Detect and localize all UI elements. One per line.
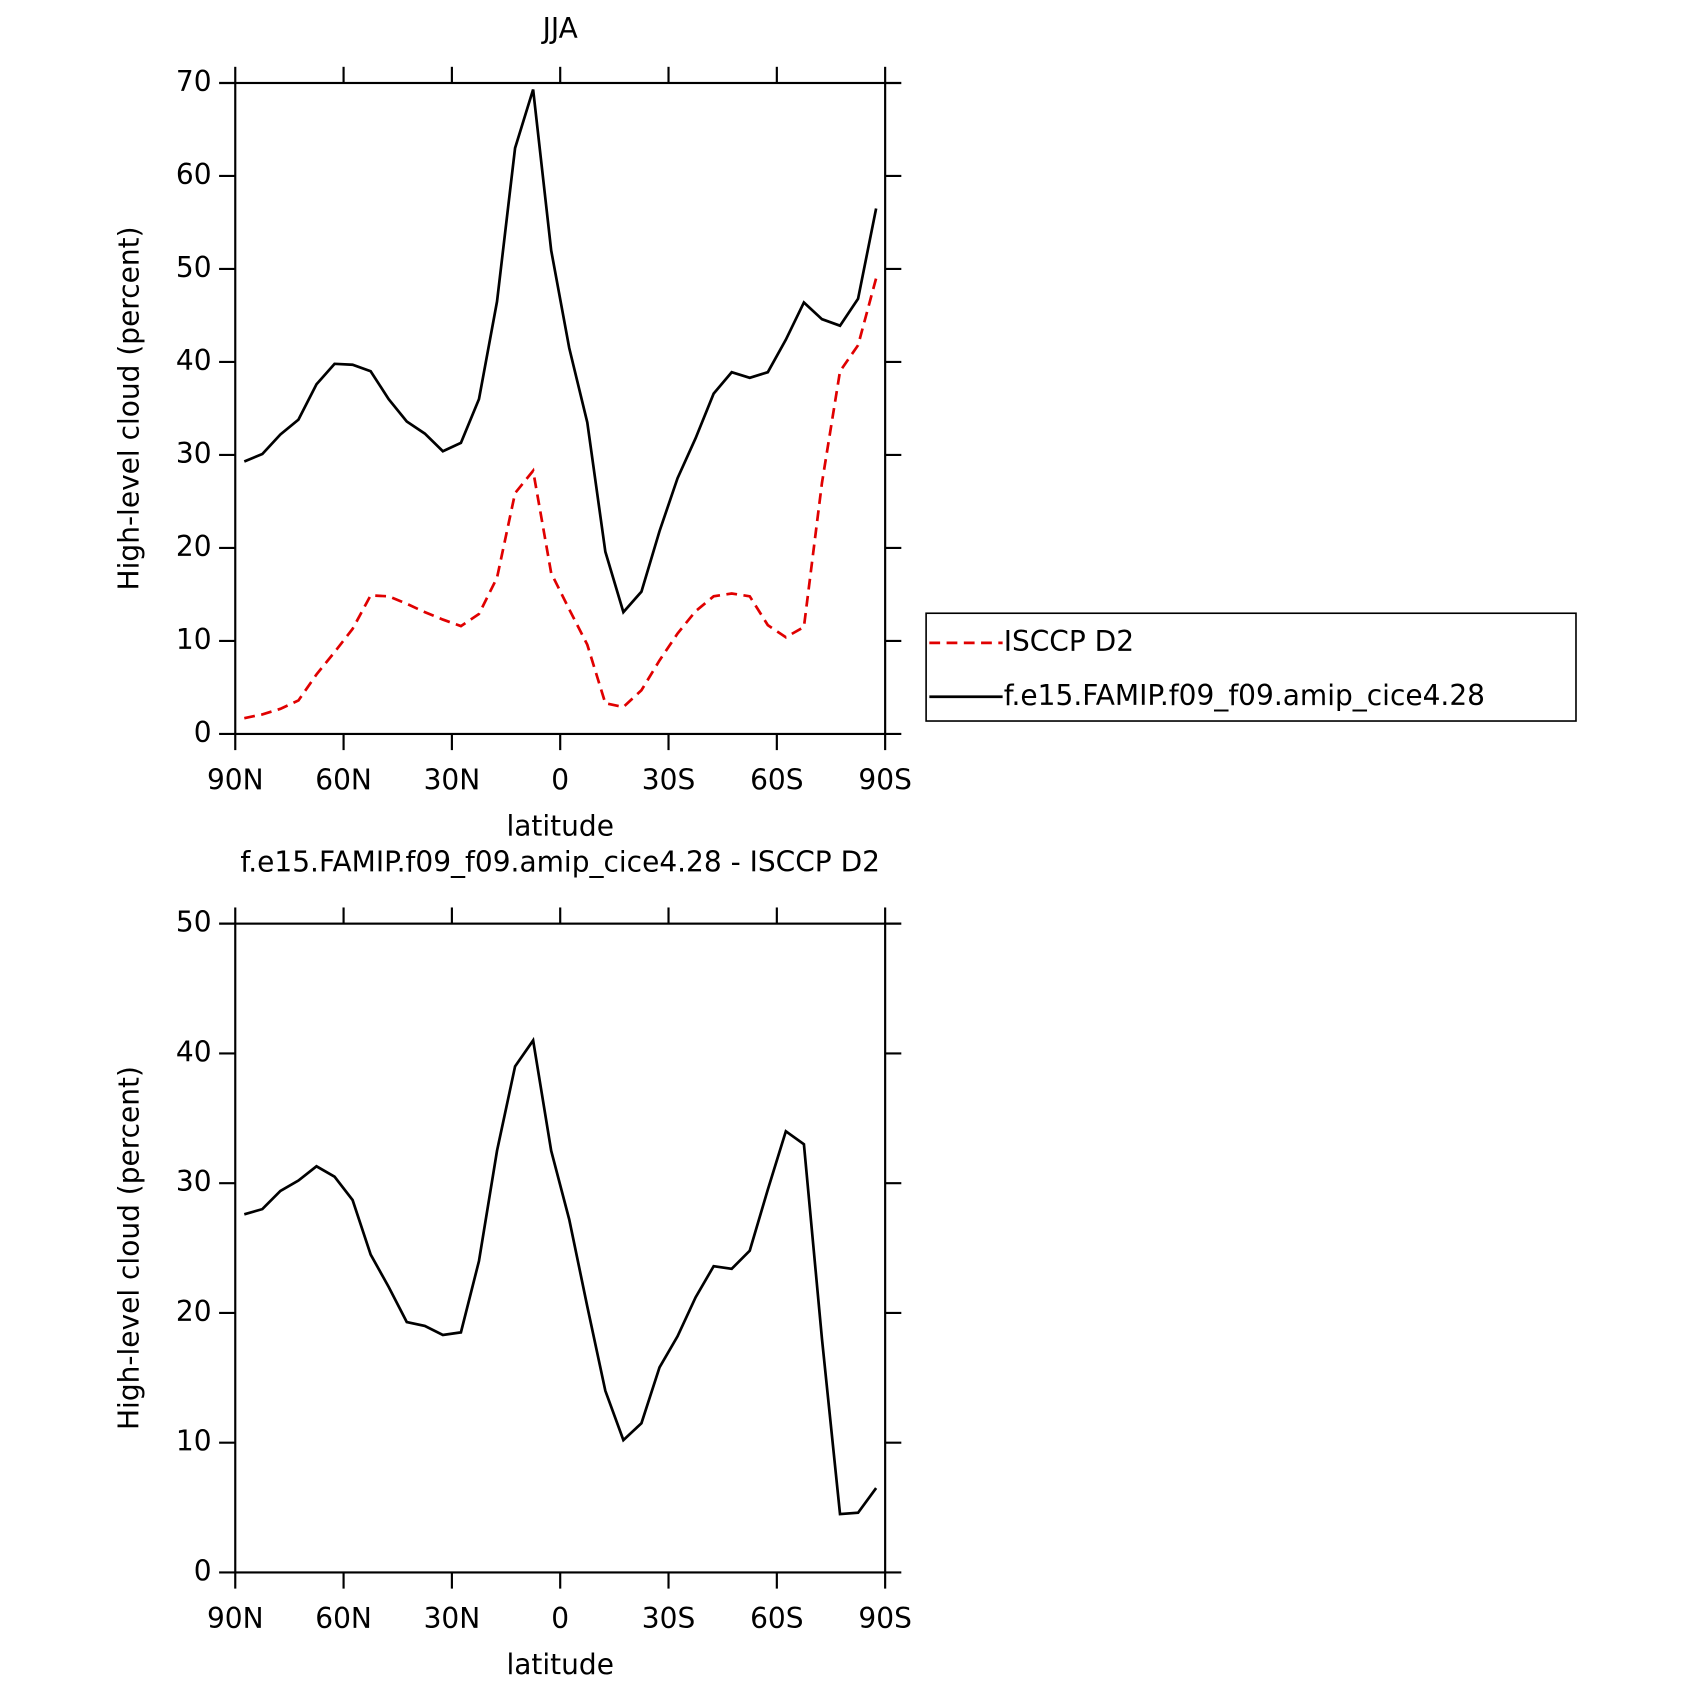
data-line	[244, 277, 878, 720]
x-tick-label: 30N	[424, 763, 481, 796]
legend-label: ISCCP D2	[1004, 625, 1134, 658]
x-tick-label: 30S	[642, 763, 695, 796]
legend-box	[925, 612, 1577, 722]
y-tick-label: 40	[176, 1035, 212, 1068]
y-tick-label: 50	[176, 251, 212, 284]
y-axis-label: High-level cloud (percent)	[113, 226, 146, 590]
x-tick-label: 60S	[750, 1602, 803, 1635]
x-axis-label: latitude	[506, 810, 613, 843]
legend-label: f.e15.FAMIP.f09_f09.amip_cice4.28	[1004, 679, 1485, 712]
x-axis-label: latitude	[506, 1648, 613, 1681]
x-tick-label: 0	[551, 763, 569, 796]
data-line	[243, 89, 878, 615]
data-line	[243, 1036, 878, 1516]
y-tick-label: 60	[176, 158, 212, 191]
y-tick-label: 0	[194, 1554, 212, 1587]
y-axis-label: High-level cloud (percent)	[113, 1066, 146, 1430]
chart-title: JJA	[541, 12, 578, 45]
x-tick-label: 90N	[207, 1602, 264, 1635]
plot-frame	[234, 922, 887, 1574]
plot-frame	[234, 81, 887, 736]
y-tick-label: 10	[176, 1425, 212, 1458]
x-tick-label: 90S	[858, 763, 911, 796]
y-tick-label: 40	[176, 344, 212, 377]
y-tick-label: 70	[176, 65, 212, 98]
y-tick-label: 0	[194, 716, 212, 749]
y-tick-label: 10	[176, 623, 212, 656]
x-tick-label: 30N	[424, 1602, 481, 1635]
x-tick-label: 90S	[858, 1602, 911, 1635]
x-tick-label: 60N	[315, 763, 372, 796]
chart-title: f.e15.FAMIP.f09_f09.amip_cice4.28 - ISCC…	[240, 845, 880, 878]
y-tick-label: 20	[176, 530, 212, 563]
x-tick-label: 30S	[642, 1602, 695, 1635]
y-tick-label: 30	[176, 1165, 212, 1198]
x-tick-label: 90N	[207, 763, 264, 796]
y-tick-label: 20	[176, 1295, 212, 1328]
x-tick-label: 0	[551, 1602, 569, 1635]
x-tick-label: 60N	[315, 1602, 372, 1635]
x-tick-label: 60S	[750, 763, 803, 796]
y-tick-label: 50	[176, 906, 212, 939]
y-tick-label: 30	[176, 437, 212, 470]
